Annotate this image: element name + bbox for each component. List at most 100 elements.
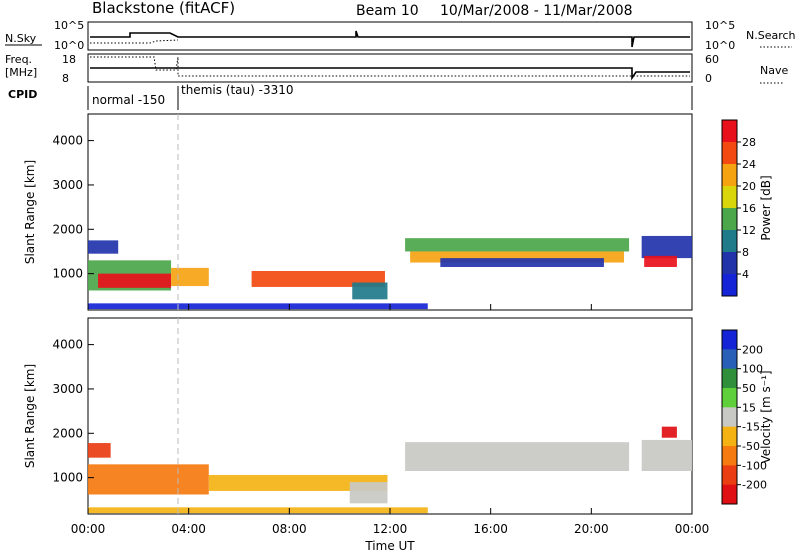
colorbar-tick-label: 8 [742, 246, 749, 259]
power-colorbar-scale: 28 24 20 16 12 8 4 [722, 120, 756, 297]
colorbar-tick-label: -200 [742, 479, 767, 492]
noise-panel-frame [87, 21, 693, 51]
power-colorbar-label: Power [dB] [759, 175, 773, 240]
colorbar-swatch [722, 208, 737, 231]
colorbar-swatch [722, 252, 737, 275]
colorbar-tick-label: 24 [742, 158, 756, 171]
time-axis-tick-label: 08:00 [272, 522, 307, 536]
date-range: 10/Mar/2008 - 11/Mar/2008 [440, 3, 633, 19]
colorbar-tick-label: -100 [742, 459, 767, 472]
colorbar-tick-label: 28 [742, 136, 756, 149]
noise-right-label: N.Search [746, 29, 796, 42]
velocity-echo-region [208, 474, 388, 491]
cpid-panel: CPID normal -150 themis (tau) -3310 [8, 83, 693, 110]
time-axis: 00:00 04:00 08:00 12:00 16:00 20:00 00:00 [71, 304, 710, 536]
freq-label-line1: Freq. [5, 53, 32, 66]
time-axis-tick-label: 16:00 [473, 522, 508, 536]
noise-left-label: N.Sky [5, 32, 37, 45]
velocity-colorbar-scale: 200 100 50 15 -15 -50 -100 -200 [722, 330, 767, 505]
beam-label: Beam 10 [356, 3, 419, 19]
colorbar-tick-label: -15 [742, 421, 760, 434]
nave-tick-top: 60 [705, 53, 719, 66]
noise-panel: N.Sky 10^5 10^0 10^5 10^0 N.Search [5, 19, 796, 52]
power-echo-region [251, 270, 385, 287]
colorbar-tick-label: 20 [742, 180, 756, 193]
velocity-echo-region [405, 442, 630, 471]
colorbar-tick-label: 12 [742, 224, 756, 237]
power-echo-region [644, 255, 677, 267]
power-colorbar: 28 24 20 16 12 8 4 Power [dB] [721, 119, 773, 297]
cpid-mode-themis: themis (tau) -3310 [181, 83, 294, 97]
power-y-axis-label: Slant Range [km] [23, 160, 37, 264]
colorbar-tick-label: -50 [742, 440, 760, 453]
velocity-echo-region [88, 443, 111, 458]
velocity-y-tick-label: 1000 [52, 471, 83, 485]
colorbar-swatch [722, 230, 737, 253]
velocity-y-axis-label: Slant Range [km] [23, 364, 37, 468]
station-title: Blackstone (fitACF) [92, 0, 235, 17]
noise-left-tick-bottom: 10^0 [54, 39, 84, 52]
power-y-tick-label: 4000 [52, 134, 83, 148]
velocity-panel: 4000 3000 2000 1000 Slant Range [km] [23, 317, 693, 515]
noise-sky-trace [90, 30, 690, 48]
velocity-echo-region [88, 507, 428, 514]
velocity-colorbar-label: Velocity [m s⁻¹] [759, 370, 773, 463]
time-axis-tick-label: 00:00 [675, 522, 710, 536]
velocity-y-tick-label: 3000 [52, 382, 83, 396]
colorbar-tick-label: 15 [742, 401, 756, 414]
freq-left-tick-top: 18 [62, 53, 76, 66]
colorbar-swatch [722, 426, 737, 447]
colorbar-swatch [722, 142, 737, 165]
colorbar-tick-label: 50 [742, 382, 756, 395]
colorbar-swatch [722, 349, 737, 370]
colorbar-swatch [722, 388, 737, 408]
freq-panel-frame [87, 53, 693, 83]
power-y-tick-label: 1000 [52, 267, 83, 281]
colorbar-swatch [722, 186, 737, 209]
velocity-y-tick-label: 2000 [52, 426, 83, 440]
colorbar-swatch [722, 164, 737, 187]
noise-left-tick-top: 10^5 [54, 19, 84, 32]
velocity-echo-region [88, 464, 209, 495]
velocity-y-axis: 4000 3000 2000 1000 [52, 338, 94, 485]
colorbar-swatch [722, 407, 737, 428]
freq-panel: Freq. [MHz] 18 8 60 0 Nave [5, 53, 788, 85]
cpid-label: CPID [8, 88, 37, 101]
colorbar-swatch [722, 484, 737, 505]
freq-trace [90, 67, 690, 81]
power-echo-region [88, 240, 119, 254]
velocity-colorbar: 200 100 50 15 -15 -50 -100 -200 Velocity [m s⁻¹… [721, 329, 773, 505]
freq-left-tick-bottom: 8 [62, 72, 69, 85]
power-echo-region [440, 258, 604, 267]
power-echo-region [410, 251, 625, 263]
noise-right-tick-top: 10^5 [705, 19, 735, 32]
cpid-mode-normal: normal -150 [92, 93, 165, 107]
colorbar-swatch [722, 274, 737, 297]
time-axis-tick-label: 20:00 [574, 522, 609, 536]
colorbar-swatch [722, 465, 737, 486]
power-echo-region [352, 282, 388, 300]
nave-trace [90, 56, 690, 77]
colorbar-tick-label: 100 [742, 363, 763, 376]
time-axis-tick-label: 04:00 [171, 522, 206, 536]
power-echo-region [98, 273, 172, 288]
nave-label: Nave [760, 64, 788, 77]
colorbar-tick-label: 4 [742, 268, 749, 281]
velocity-echo-region [349, 482, 388, 504]
velocity-echo-region [661, 426, 677, 438]
noise-right-tick-bottom: 10^0 [705, 39, 735, 52]
power-data [88, 235, 692, 310]
power-echo-region [405, 238, 630, 252]
colorbar-swatch [722, 446, 737, 466]
power-y-axis: 4000 3000 2000 1000 [52, 134, 94, 281]
nave-tick-bottom: 0 [705, 72, 712, 85]
time-axis-tick-label: 00:00 [71, 522, 106, 536]
velocity-echo-region [641, 439, 692, 471]
velocity-data [88, 426, 692, 514]
freq-label-line2: [MHz] [5, 66, 37, 79]
colorbar-tick-label: 200 [742, 343, 763, 356]
noise-search-trace [90, 39, 179, 44]
power-echo-region [88, 303, 428, 310]
velocity-y-tick-label: 4000 [52, 338, 83, 352]
